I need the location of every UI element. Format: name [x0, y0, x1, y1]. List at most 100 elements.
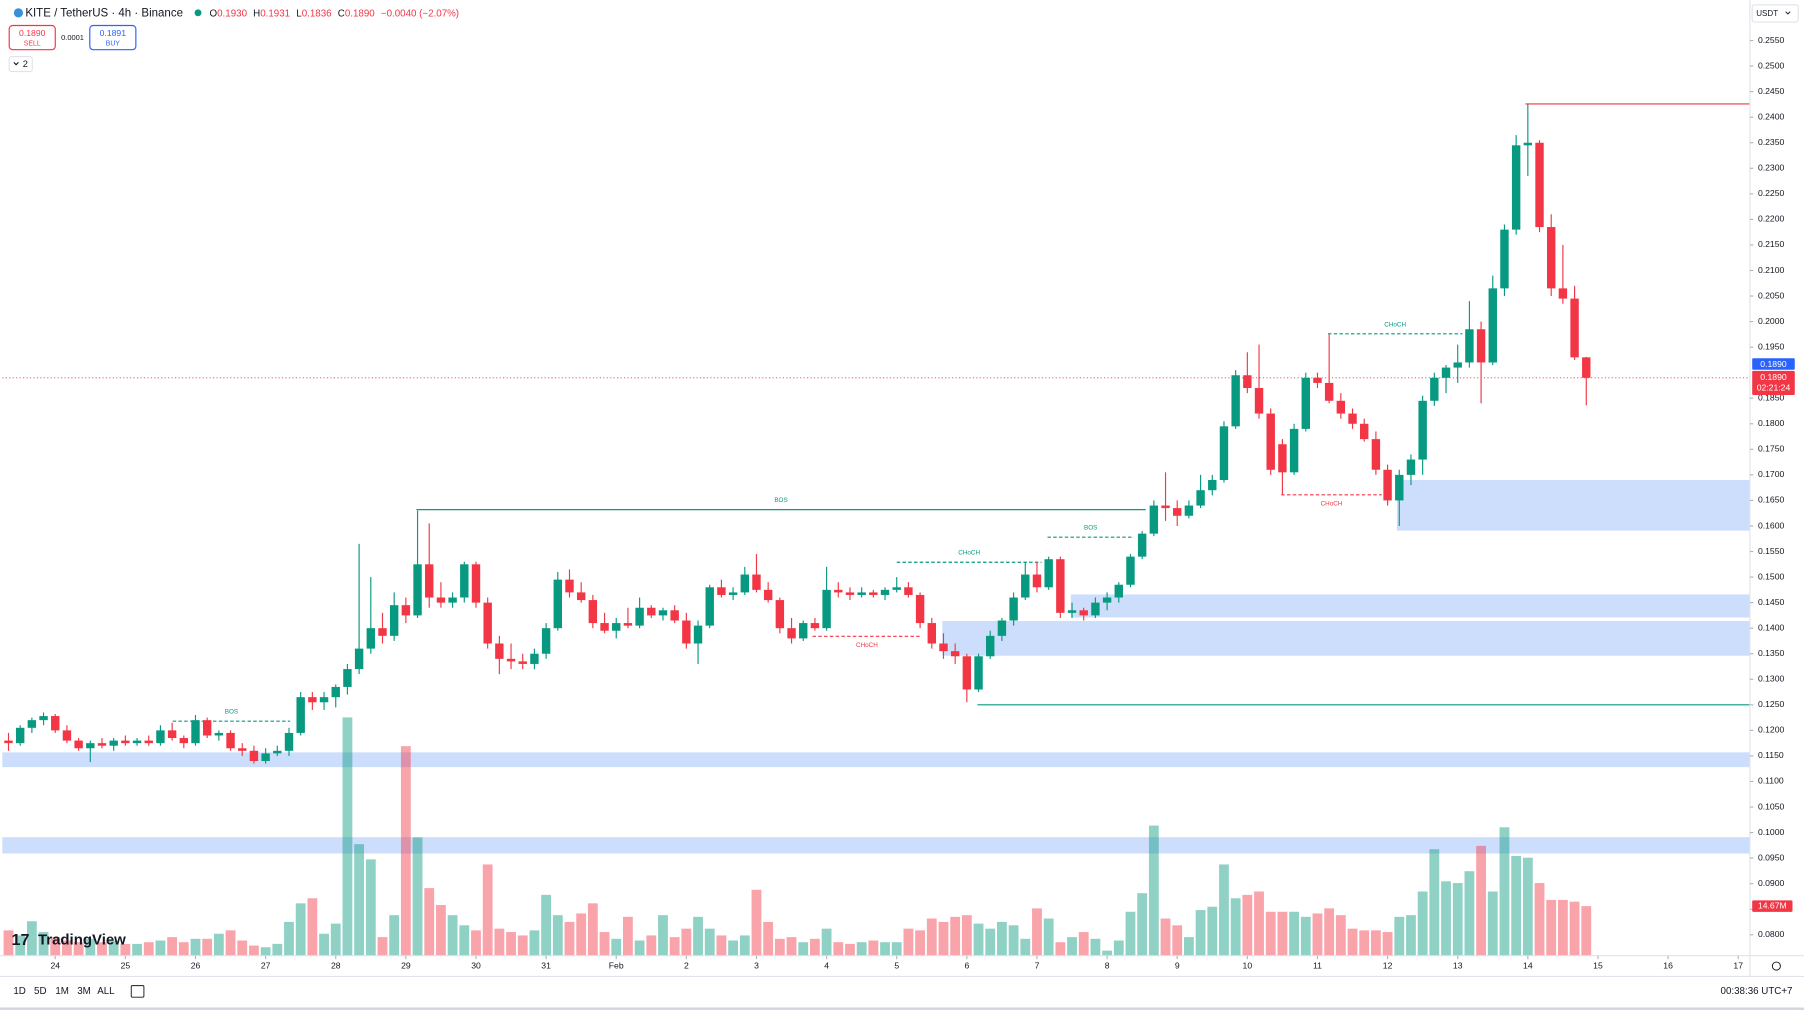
volume-bar [15, 935, 26, 956]
volume-bar [342, 717, 353, 956]
candle-body [740, 574, 749, 593]
candle-body [647, 607, 656, 616]
volume-bar [120, 943, 131, 956]
volume-bar [482, 864, 493, 956]
candle-body [927, 623, 936, 644]
indicators-count[interactable]: 2 [23, 59, 28, 69]
candle-body [682, 620, 691, 644]
volume-bar [108, 940, 119, 956]
candle-body [904, 587, 913, 595]
currency[interactable]: USDT [1756, 9, 1778, 18]
y-tick-label: 0.2350 [1758, 137, 1785, 147]
volume-bar [564, 921, 575, 956]
candle-body [27, 720, 37, 728]
volume-label-box [1752, 900, 1793, 912]
candle-body [331, 686, 340, 698]
candle-body [1582, 357, 1591, 378]
candle-body [448, 597, 457, 603]
settings-icon[interactable] [1771, 961, 1781, 971]
candle-body [857, 592, 866, 595]
sell-label[interactable]: SELL [24, 41, 41, 48]
volume-bar [38, 932, 49, 956]
y-tick-label: 0.0900 [1758, 878, 1785, 888]
candle-body [238, 748, 247, 751]
x-tick-label: 17 [1733, 960, 1743, 970]
calendar-icon[interactable] [130, 985, 145, 998]
volume-bar [1417, 891, 1428, 956]
buy-label[interactable]: BUY [106, 41, 121, 48]
candle-body [15, 727, 25, 744]
y-tick-label: 0.1550 [1758, 546, 1785, 556]
x-tick-label: Feb [609, 960, 624, 970]
candle-body [1137, 533, 1147, 557]
candle-body [343, 669, 352, 687]
volume-bar [1265, 911, 1276, 956]
candle-body [1465, 329, 1474, 363]
volume-bar [1476, 845, 1486, 956]
candle-body [986, 635, 995, 657]
low-key: L [296, 8, 302, 19]
y-tick-label: 0.2450 [1758, 86, 1785, 96]
candle-body [588, 600, 598, 624]
candle-body [553, 579, 563, 629]
candle-body [132, 740, 142, 744]
volume-bar [1511, 855, 1522, 956]
volume-bar [856, 942, 867, 956]
range-button[interactable]: 5D [34, 986, 46, 997]
y-tick-label: 0.1300 [1758, 674, 1785, 684]
volume-bar [926, 918, 937, 956]
volume-bar [1534, 883, 1545, 956]
volume-bar [739, 935, 750, 956]
volume-bar [1113, 940, 1124, 956]
zone [2, 837, 1750, 854]
volume-bar [167, 937, 178, 956]
y-tick-label: 0.1150 [1758, 750, 1784, 760]
candle-body [156, 730, 165, 744]
symbol: KITE / TetherUS · 4h · Binance [25, 7, 183, 19]
x-tick-label: 9 [1175, 960, 1180, 970]
candle-body [226, 732, 235, 749]
indicators-toggle[interactable] [8, 56, 33, 73]
buy-price[interactable]: 0.1891 [100, 28, 127, 38]
volume-bar [319, 933, 329, 956]
range-button[interactable]: ALL [97, 986, 115, 997]
range-button[interactable]: 1M [55, 986, 69, 997]
x-tick-label: 12 [1383, 960, 1393, 970]
candle-body [1044, 559, 1053, 588]
candle-body [997, 620, 1007, 636]
candle-body [612, 623, 621, 631]
range-button[interactable]: 1D [13, 986, 25, 997]
buy-button[interactable] [89, 24, 137, 51]
sell-button[interactable] [8, 24, 56, 51]
volume-bar [1464, 871, 1475, 956]
candle-body [787, 628, 796, 639]
candle-body [86, 743, 95, 749]
volume-bar [389, 915, 400, 956]
volume-bar [1359, 930, 1370, 956]
volume-bar [704, 928, 715, 956]
candle-body [1476, 329, 1486, 363]
candle-body [1511, 145, 1521, 230]
volume-bar [1522, 857, 1533, 956]
candle-body [939, 643, 948, 652]
volume-bar [973, 923, 984, 956]
y-tick-label: 0.2400 [1758, 111, 1785, 121]
y-tick-label: 0.1400 [1758, 622, 1785, 632]
volume-bar [494, 928, 505, 956]
candle-body [1114, 584, 1123, 598]
candle-body [471, 564, 481, 603]
volume-bar [1067, 937, 1077, 956]
range-button[interactable]: 3M [77, 986, 91, 997]
volume-bar [681, 928, 692, 956]
candle-body [962, 656, 972, 690]
currency-button[interactable] [1751, 4, 1799, 23]
clock[interactable]: 00:38:36 UTC+7 [1721, 986, 1793, 997]
candle-body [845, 592, 855, 595]
y-tick-label: 0.1000 [1758, 827, 1785, 837]
sell-price[interactable]: 0.1890 [19, 28, 46, 38]
close: 0.1890 [345, 8, 375, 19]
y-tick-label: 0.2250 [1758, 188, 1785, 198]
candle-body [728, 592, 738, 595]
volume-bar [693, 916, 703, 956]
candle-body [1231, 375, 1240, 427]
